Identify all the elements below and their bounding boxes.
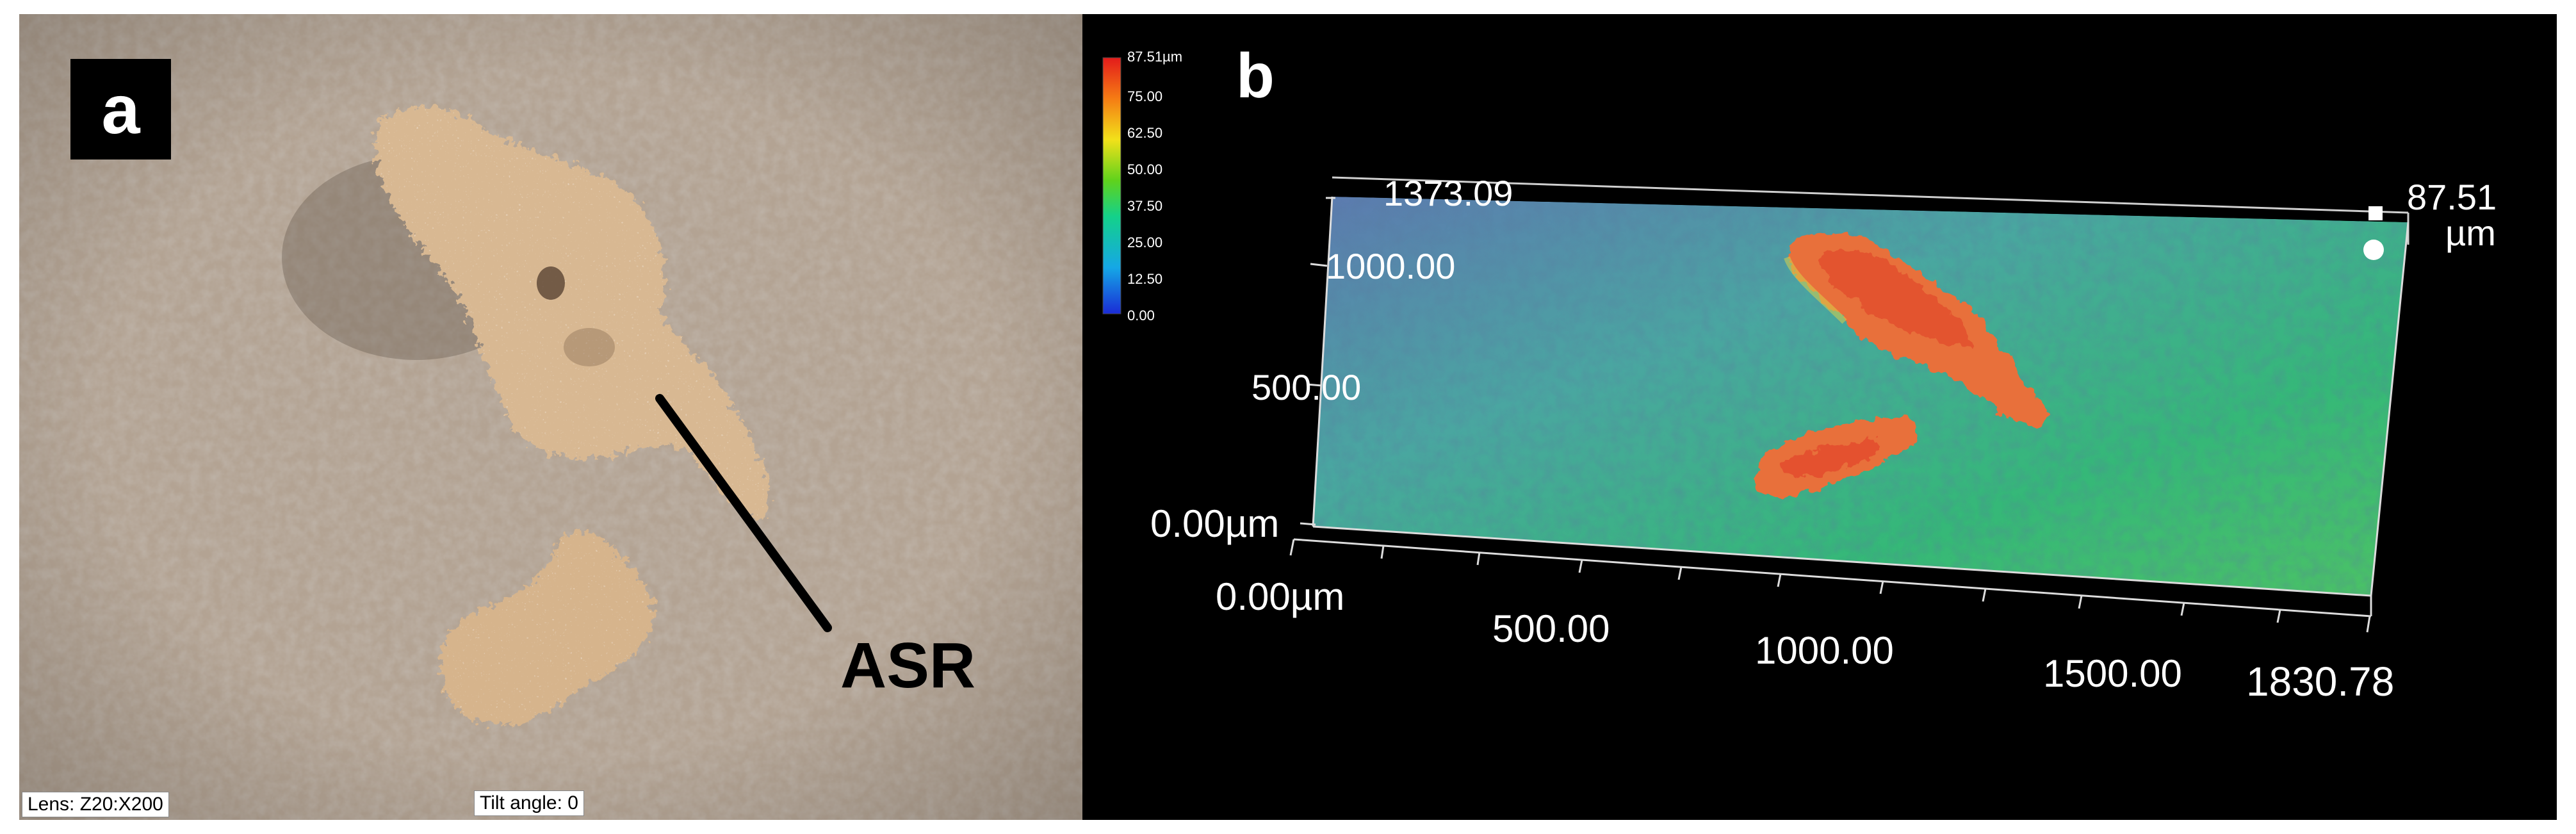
microscope-photo-panel: a ASR Lens: Z20:X200 Tilt angle: 0: [19, 14, 1082, 820]
z-min-marker: [2363, 240, 2384, 260]
lens-info: Lens: Z20:X200: [22, 792, 169, 817]
panel-b-letter: b: [1236, 40, 1275, 111]
panel-a-letter: a: [70, 59, 171, 159]
colorbar-tick: 12.50: [1127, 271, 1163, 287]
x-axis-base: [1293, 538, 2372, 617]
z-max-marker: [2368, 206, 2383, 220]
colorbar-tick: 50.00: [1127, 161, 1163, 177]
y-axis-origin-label: 0.00µm: [1150, 502, 1280, 545]
3d-surface-plot: [1102, 57, 2409, 633]
x-axis-tick-label: 1500.00: [2043, 652, 2182, 695]
y-axis-line: [1312, 196, 1333, 527]
x-axis-tick-label: 1000.00: [1755, 629, 1894, 672]
y-axis-tick-label: 1000.00: [1326, 246, 1456, 286]
asr-label: ASR: [840, 630, 976, 701]
colorbar-tick: 37.50: [1127, 198, 1163, 214]
z-axis-max-label: 87.51: [2407, 177, 2497, 217]
z-axis-unit-label: µm: [2445, 213, 2496, 253]
tilt-angle-info: Tilt angle: 0: [474, 790, 584, 816]
y-axis-tick-label: 500.00: [1251, 367, 1362, 407]
x-axis-origin-label: 0.00µm: [1216, 575, 1345, 618]
microscope-image: [19, 14, 1082, 820]
colorbar-max-label: 87.51µm: [1127, 49, 1183, 65]
x-axis-line: [1312, 525, 2372, 597]
colorbar-tick: 25.00: [1127, 234, 1163, 250]
asr-callout-line: [655, 394, 832, 632]
colorbar-tick: 0.00: [1127, 307, 1155, 323]
asr-fragment-small: [440, 532, 654, 725]
x-axis-max-label: 1830.78: [2246, 658, 2395, 705]
colorbar-tick: 62.50: [1127, 125, 1163, 141]
colorbar: [1102, 57, 1121, 315]
colorbar-tick: 75.00: [1127, 88, 1163, 104]
3d-profile-panel: b 87.51µm 75.00 62.50 50.00 37.50 25.00 …: [1082, 14, 2557, 820]
y-axis-max-label: 1373.09: [1383, 173, 1513, 213]
x-axis-tick-label: 500.00: [1492, 607, 1610, 650]
